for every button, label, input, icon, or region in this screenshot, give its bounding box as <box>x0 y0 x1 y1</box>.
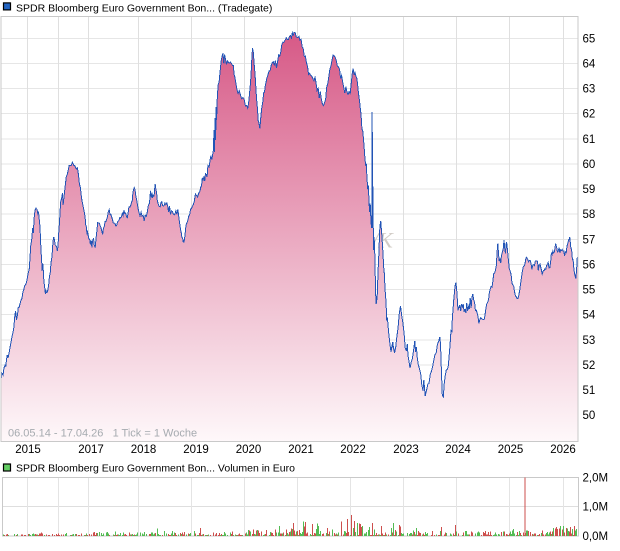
svg-text:2026: 2026 <box>550 444 576 456</box>
svg-text:54: 54 <box>583 310 596 322</box>
svg-text:62: 62 <box>583 109 596 121</box>
svg-text:65: 65 <box>583 33 596 45</box>
svg-text:58: 58 <box>583 209 596 221</box>
svg-text:2017: 2017 <box>78 444 104 456</box>
svg-text:50: 50 <box>583 410 596 422</box>
svg-text:2020: 2020 <box>236 444 262 456</box>
svg-text:63: 63 <box>583 84 596 96</box>
svg-text:60: 60 <box>583 159 596 171</box>
svg-text:SPDR Bloomberg Euro Government: SPDR Bloomberg Euro Government Bon... (T… <box>16 3 272 15</box>
svg-text:2018: 2018 <box>131 444 157 456</box>
svg-text:53: 53 <box>583 335 596 347</box>
svg-text:2024: 2024 <box>445 444 471 456</box>
svg-text:2022: 2022 <box>340 444 366 456</box>
svg-text:2,0M: 2,0M <box>583 473 609 485</box>
svg-text:2025: 2025 <box>498 444 524 456</box>
svg-text:SPDR Bloomberg Euro Government: SPDR Bloomberg Euro Government Bon... Vo… <box>16 463 295 475</box>
svg-text:2021: 2021 <box>288 444 314 456</box>
svg-text:61: 61 <box>583 134 596 146</box>
svg-text:51: 51 <box>583 385 596 397</box>
svg-text:64: 64 <box>583 58 596 70</box>
svg-text:06.05.14 - 17.04.26 1 Tick =: 06.05.14 - 17.04.26 1 Tick = 1 Woche <box>8 428 197 440</box>
svg-text:1,0M: 1,0M <box>583 502 609 514</box>
svg-text:2019: 2019 <box>183 444 209 456</box>
svg-text:57: 57 <box>583 234 596 246</box>
svg-text:52: 52 <box>583 360 596 372</box>
svg-text:2023: 2023 <box>393 444 419 456</box>
svg-text:0,0M: 0,0M <box>583 531 609 543</box>
svg-text:55: 55 <box>583 285 596 297</box>
svg-text:2015: 2015 <box>15 444 41 456</box>
svg-text:59: 59 <box>583 184 596 196</box>
svg-text:56: 56 <box>583 260 596 272</box>
